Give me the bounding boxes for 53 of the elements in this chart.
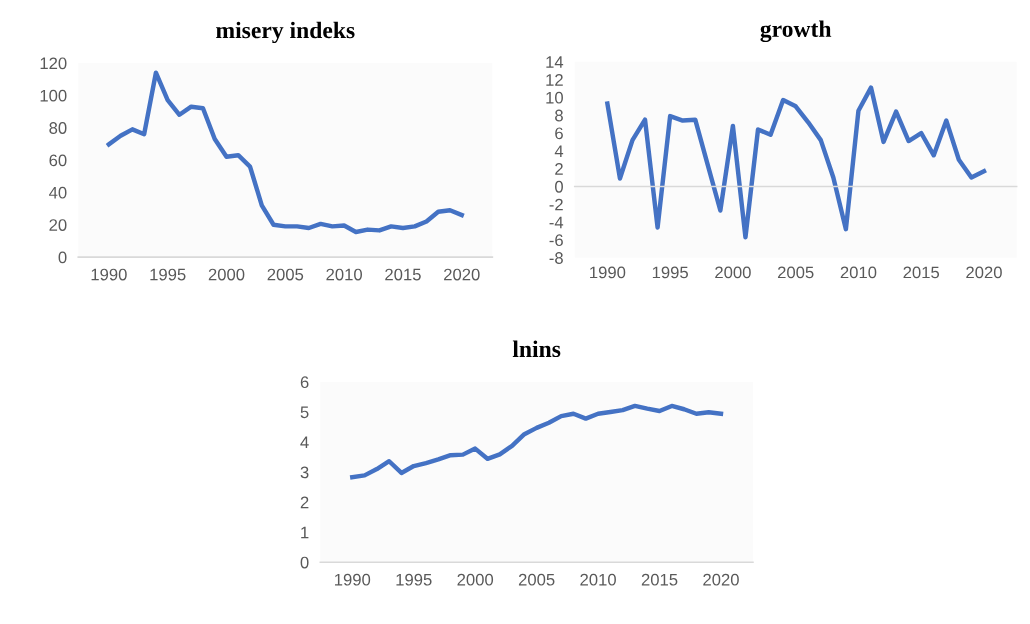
y-tick-label: 1	[301, 526, 309, 539]
line-series	[350, 403, 724, 480]
y-tick-label: 40	[49, 186, 67, 199]
x-tick-label: 2020	[703, 573, 739, 586]
y-tick-label: 14	[546, 56, 564, 68]
y-tick-label: -8	[549, 252, 563, 264]
x-tick-label: 1990	[335, 573, 371, 586]
y-tick-label: 20	[49, 219, 67, 231]
x-tick-label: 1995	[150, 268, 186, 281]
y-tick-label: 12	[546, 73, 563, 86]
x-tick-label: 1995	[396, 573, 432, 586]
x-tick-label: 2010	[326, 268, 363, 281]
line-series	[605, 85, 987, 240]
y-tick-label: 2	[555, 163, 563, 175]
y-tick-label: 2	[300, 496, 309, 509]
y-tick-label: 10	[546, 91, 563, 104]
y-tick-label: 4	[300, 436, 309, 449]
y-tick-label: 0	[300, 556, 309, 569]
x-tick-label: 2000	[715, 266, 751, 279]
y-tick-label: 120	[40, 57, 67, 70]
x-tick-label: 1990	[91, 268, 127, 281]
y-tick-label: 3	[300, 466, 309, 479]
x-tick-label: 2020	[444, 268, 480, 281]
y-tick-label: 80	[49, 122, 67, 134]
x-tick-label: 2005	[518, 573, 555, 586]
line-series	[106, 70, 464, 235]
y-tick-label: 0	[58, 251, 67, 264]
x-tick-label: 2010	[840, 266, 877, 279]
y-tick-label: -4	[549, 216, 564, 229]
x-tick-label: 2005	[267, 268, 304, 281]
y-tick-label: 100	[40, 89, 67, 102]
y-tick-label: 6	[555, 127, 563, 140]
x-tick-label: 2020	[966, 266, 1002, 279]
x-tick-label: 1990	[590, 266, 626, 279]
y-tick-label: 4	[554, 145, 564, 157]
y-tick-label: 0	[555, 180, 563, 193]
y-tick-label: -6	[549, 234, 563, 247]
chart-title: growth	[760, 20, 832, 42]
x-tick-label: 2000	[457, 573, 494, 586]
x-tick-label: 2015	[641, 573, 678, 586]
y-tick-label: 5	[300, 406, 309, 419]
x-tick-label: 2010	[580, 573, 616, 586]
x-tick-label: 2015	[903, 266, 940, 279]
y-tick-label: -2	[549, 198, 563, 211]
x-tick-label: 2005	[777, 266, 814, 279]
y-tick-label: 6	[300, 376, 309, 389]
chart-title: lnins	[512, 340, 561, 358]
x-tick-label: 2000	[208, 268, 245, 281]
x-tick-label: 1995	[652, 266, 688, 279]
y-tick-label: 8	[555, 109, 563, 122]
y-tick-label: 60	[49, 154, 67, 167]
chart-title: misery indeks	[216, 21, 355, 44]
x-tick-label: 2015	[385, 268, 421, 281]
